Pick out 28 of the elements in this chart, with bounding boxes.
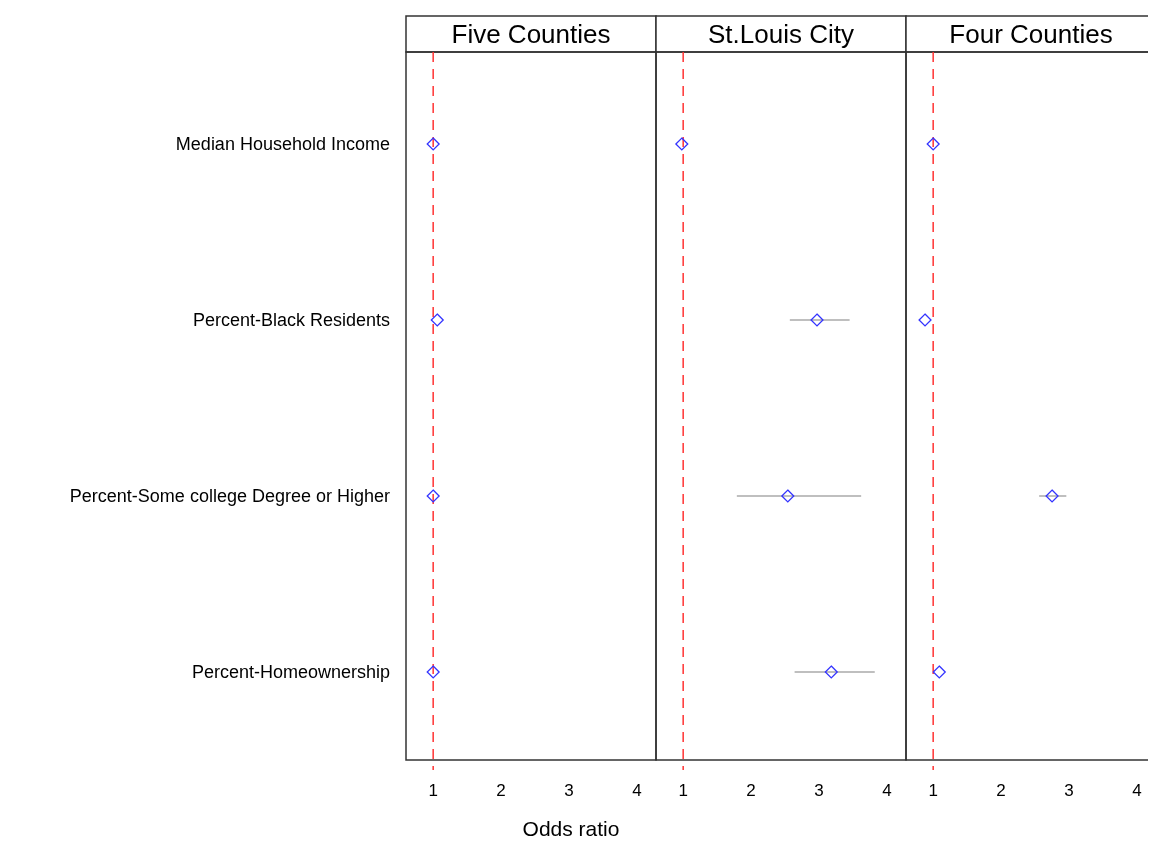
chart-title: Four Counties xyxy=(949,19,1113,49)
x-tick-label: 3 xyxy=(1064,781,1074,800)
x-tick-label: 2 xyxy=(496,781,506,800)
x-tick-label: 2 xyxy=(746,781,756,800)
x-tick-label: 4 xyxy=(1132,781,1142,800)
x-tick-label: 4 xyxy=(882,781,892,800)
x-tick-label: 2 xyxy=(996,781,1006,800)
y-tick-label: Percent-Black Residents xyxy=(192,310,390,330)
point xyxy=(918,313,932,327)
x-tick-label: 1 xyxy=(678,781,688,800)
x-tick-label: 4 xyxy=(632,781,642,800)
point xyxy=(932,665,946,679)
point xyxy=(675,137,689,151)
point xyxy=(781,489,795,503)
y-tick-label: Percent-Some college Degree or Higher xyxy=(69,486,390,506)
chart-title: Five Counties xyxy=(451,19,611,49)
point xyxy=(810,313,824,327)
x-tick-label: 3 xyxy=(814,781,824,800)
x-tick-label: 1 xyxy=(928,781,938,800)
y-tick-label: Median Household Income xyxy=(175,134,390,154)
y-tick-label: Percent-Homeownership xyxy=(191,662,390,682)
point xyxy=(926,137,940,151)
point xyxy=(1045,489,1059,503)
x-tick-label: 1 xyxy=(428,781,438,800)
x-tick-label: 3 xyxy=(564,781,574,800)
x-axis-title: Odds ratio xyxy=(522,817,620,840)
chart-title: St.Louis City xyxy=(708,19,854,49)
point xyxy=(824,665,838,679)
